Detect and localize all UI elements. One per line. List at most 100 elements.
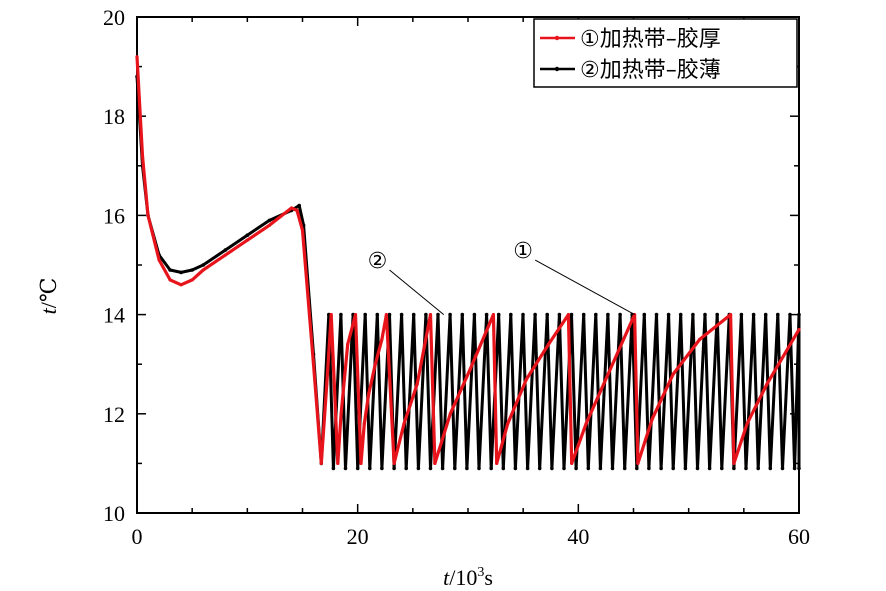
- series-point-1: [353, 313, 358, 317]
- series-point-2: [392, 466, 396, 471]
- series-point-2: [691, 312, 695, 317]
- series-point-2: [525, 466, 530, 471]
- x-tick-label: 60: [788, 524, 810, 549]
- series-point-2: [339, 312, 343, 317]
- y-axis-label: t/℃: [36, 278, 61, 315]
- y-tick-label: 10: [103, 501, 125, 526]
- x-tick-label: 40: [567, 524, 589, 549]
- annotation-label: ①: [513, 239, 533, 264]
- annotation-leader: [534, 259, 635, 316]
- series-point-1: [506, 422, 510, 426]
- series-point-2: [363, 312, 368, 317]
- series-point-2: [618, 312, 622, 317]
- series-point-2: [448, 312, 452, 317]
- series-point-2: [223, 248, 228, 252]
- legend-label-1: ①加热带–胶厚: [580, 27, 721, 52]
- series-point-2: [380, 466, 384, 471]
- series-point-2: [768, 466, 773, 471]
- series-point-2: [797, 312, 801, 317]
- series-point-1: [223, 253, 227, 257]
- series-point-2: [424, 312, 428, 317]
- series-point-2: [666, 312, 671, 317]
- series-point-1: [135, 55, 139, 59]
- series-point-1: [190, 278, 194, 282]
- series-point-2: [732, 466, 736, 471]
- series-point-2: [267, 218, 272, 223]
- y-tick-label: 16: [103, 203, 125, 228]
- series-point-1: [698, 337, 702, 341]
- series-point-2: [594, 312, 598, 317]
- series-point-2: [496, 312, 501, 317]
- series-point-2: [610, 466, 615, 471]
- series-point-2: [477, 466, 481, 471]
- series-point-2: [756, 466, 760, 471]
- series-point-1: [319, 461, 323, 465]
- legend-box: [533, 18, 798, 88]
- series-point-2: [465, 466, 469, 471]
- series-point-2: [355, 466, 360, 471]
- series-point-1: [524, 377, 529, 381]
- series-point-1: [311, 362, 316, 366]
- series-point-1: [546, 342, 551, 346]
- series-point-2: [622, 466, 627, 471]
- series-point-2: [201, 263, 205, 267]
- legend-marker-2: [554, 66, 560, 72]
- series-point-1: [415, 382, 419, 386]
- series-point-2: [654, 312, 659, 317]
- series-point-2: [168, 268, 172, 272]
- x-axis-label: t/103s: [443, 565, 493, 590]
- series-point-2: [557, 312, 562, 317]
- y-tick-label: 14: [103, 303, 125, 328]
- legend-marker-1: [554, 35, 560, 41]
- series-point-2: [399, 312, 404, 317]
- series-point-2: [509, 312, 513, 317]
- series-point-1: [201, 268, 205, 272]
- series-point-2: [521, 312, 525, 317]
- series-point-2: [744, 466, 748, 471]
- series-point-1: [384, 313, 388, 317]
- series-point-1: [339, 412, 343, 416]
- series-point-2: [387, 312, 392, 317]
- series-point-2: [297, 203, 302, 208]
- series-point-2: [562, 466, 566, 471]
- series-point-2: [707, 466, 712, 471]
- series-point-1: [300, 228, 305, 232]
- series-point-2: [695, 466, 700, 471]
- series-point-2: [659, 466, 663, 471]
- series-point-1: [402, 422, 406, 426]
- series-point-1: [295, 208, 299, 212]
- series-point-2: [501, 466, 506, 471]
- series-point-2: [404, 466, 409, 471]
- series-point-2: [416, 466, 421, 471]
- series-point-1: [495, 461, 499, 465]
- series-point-2: [368, 466, 372, 471]
- series-line-1: [135, 56, 801, 465]
- series-point-2: [375, 312, 380, 317]
- series-point-2: [550, 466, 554, 471]
- series-point-2: [190, 268, 194, 272]
- series-point-1: [636, 461, 640, 465]
- series-point-2: [331, 466, 336, 471]
- series-point-1: [732, 461, 736, 465]
- series-point-2: [635, 466, 639, 471]
- series-point-2: [533, 312, 537, 317]
- series-point-2: [343, 466, 348, 471]
- series-point-2: [489, 466, 494, 471]
- series-point-2: [598, 466, 603, 471]
- series-point-2: [780, 466, 785, 471]
- series-point-2: [606, 312, 610, 317]
- series-point-1: [570, 461, 574, 465]
- series-point-1: [650, 417, 654, 421]
- series-point-2: [179, 270, 183, 275]
- series-point-2: [739, 312, 744, 317]
- series-point-2: [788, 312, 792, 317]
- series-point-2: [647, 466, 651, 471]
- series-point-1: [745, 422, 749, 426]
- series-point-2: [792, 466, 797, 471]
- series-point-1: [671, 372, 675, 376]
- series-point-1: [392, 461, 396, 465]
- series-point-2: [751, 312, 756, 317]
- series-point-1: [428, 313, 433, 317]
- series-point-1: [606, 372, 610, 376]
- series-point-1: [367, 392, 371, 396]
